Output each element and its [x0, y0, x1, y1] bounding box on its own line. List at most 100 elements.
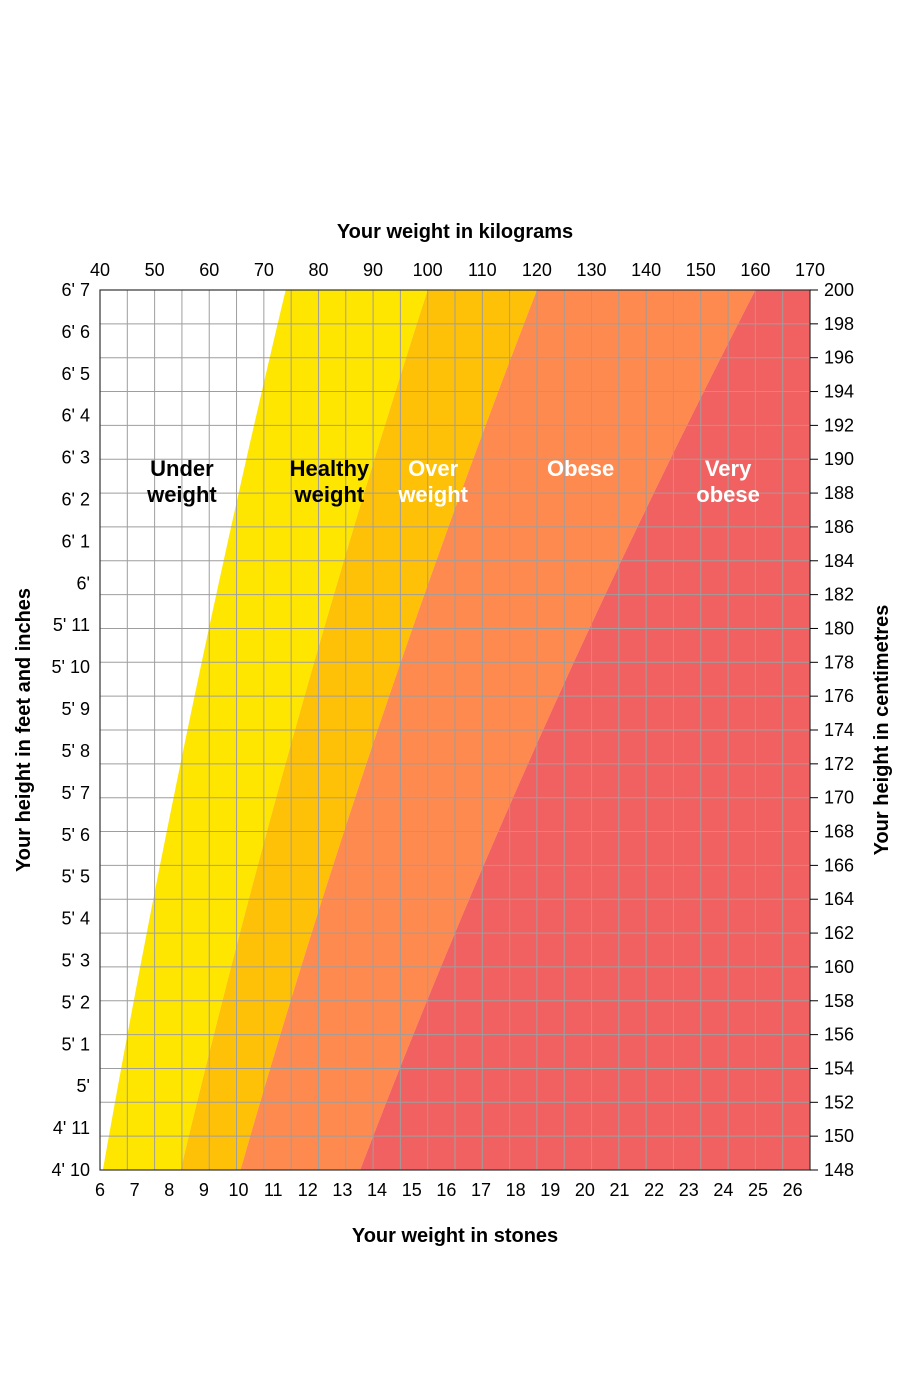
- tick-label: 170: [795, 260, 825, 280]
- tick-label: 196: [824, 348, 854, 368]
- tick-label: 5' 3: [62, 950, 90, 970]
- tick-label: 16: [436, 1180, 456, 1200]
- tick-label: 150: [824, 1126, 854, 1146]
- tick-label: 90: [363, 260, 383, 280]
- tick-label: 178: [824, 652, 854, 672]
- tick-label: 6' 7: [62, 280, 90, 300]
- axis-right: 148 150 152 154 156 158 160 162 164 166 168 170 172 1…: [810, 280, 893, 1180]
- tick-label: 154: [824, 1058, 854, 1078]
- tick-label: 5' 1: [62, 1034, 90, 1054]
- tick-label: 24: [713, 1180, 733, 1200]
- axis-bottom: 6 7 8 9 10 11 12 13 14 15 16 17 18 19 20 21 22 23 24 25 26 Yo…: [95, 1180, 803, 1247]
- tick-label: 5' 2: [62, 992, 90, 1012]
- tick-label: 6' 4: [62, 406, 90, 426]
- tick-label: 50: [145, 260, 165, 280]
- tick-label: 12: [298, 1180, 318, 1200]
- tick-label: 40: [90, 260, 110, 280]
- tick-label: 5' 10: [52, 657, 90, 677]
- tick-label: 192: [824, 415, 854, 435]
- zone-label-line: Under: [150, 456, 214, 481]
- tick-label: 15: [402, 1180, 422, 1200]
- zone-label-line: weight: [397, 482, 468, 507]
- tick-label: 5' 4: [62, 909, 90, 929]
- tick-label: 170: [824, 788, 854, 808]
- tick-label: 25: [748, 1180, 768, 1200]
- tick-label: 168: [824, 822, 854, 842]
- tick-label: 110: [468, 260, 497, 280]
- tick-label: 26: [783, 1180, 803, 1200]
- tick-label: 130: [577, 260, 607, 280]
- tick-label: 200: [824, 280, 854, 300]
- tick-label: 150: [686, 260, 716, 280]
- axis-title-right: Your height in centimetres: [871, 605, 893, 856]
- zone-label-line: Very: [705, 456, 752, 481]
- tick-label: 13: [332, 1180, 352, 1200]
- tick-label: 180: [824, 618, 854, 638]
- tick-label: 158: [824, 991, 854, 1011]
- zone-label-line: Healthy: [290, 456, 370, 481]
- tick-label: 162: [824, 923, 854, 943]
- tick-label: 190: [824, 449, 854, 469]
- tick-label: 120: [522, 260, 552, 280]
- tick-label: 70: [254, 260, 274, 280]
- tick-label: 19: [540, 1180, 560, 1200]
- tick-label: 6' 1: [62, 531, 90, 551]
- zone-label-line: weight: [146, 482, 217, 507]
- tick-label: 6' 2: [62, 490, 90, 510]
- tick-label: 5' 9: [62, 699, 90, 719]
- tick-label: 5' 11: [53, 615, 90, 635]
- tick-label: 10: [229, 1180, 249, 1200]
- tick-label: 4' 10: [52, 1160, 90, 1180]
- tick-label: 100: [413, 260, 443, 280]
- tick-label: 166: [824, 855, 854, 875]
- tick-label: 176: [824, 686, 854, 706]
- tick-label: 6' 6: [62, 322, 90, 342]
- bmi-chart-svg: UnderweightHealthyweightOverweightObeseV…: [0, 0, 920, 1380]
- tick-label: 6': [77, 573, 90, 593]
- tick-label: 20: [575, 1180, 595, 1200]
- tick-label: 11: [264, 1180, 283, 1200]
- tick-label: 5' 8: [62, 741, 90, 761]
- tick-label: 160: [740, 260, 770, 280]
- tick-label: 60: [199, 260, 219, 280]
- tick-label: 4' 11: [53, 1118, 90, 1138]
- tick-label: 160: [824, 957, 854, 977]
- tick-label: 22: [644, 1180, 664, 1200]
- tick-label: 17: [471, 1180, 491, 1200]
- zone-label-line: obese: [696, 482, 760, 507]
- bmi-chart-container: UnderweightHealthyweightOverweightObeseV…: [0, 0, 920, 1380]
- axis-title-left: Your height in feet and inches: [13, 588, 35, 872]
- tick-label: 172: [824, 754, 854, 774]
- tick-label: 8: [164, 1180, 174, 1200]
- tick-label: 23: [679, 1180, 699, 1200]
- tick-label: 21: [609, 1180, 629, 1200]
- tick-label: 6' 3: [62, 448, 90, 468]
- tick-label: 5' 7: [62, 783, 90, 803]
- tick-label: 198: [824, 314, 854, 334]
- tick-label: 194: [824, 382, 854, 402]
- tick-label: 18: [506, 1180, 526, 1200]
- tick-label: 164: [824, 889, 854, 909]
- axis-title-bottom: Your weight in stones: [352, 1225, 558, 1247]
- tick-label: 188: [824, 483, 854, 503]
- tick-label: 7: [130, 1180, 140, 1200]
- tick-label: 6' 5: [62, 364, 90, 384]
- tick-label: 5' 5: [62, 867, 90, 887]
- tick-label: 152: [824, 1092, 854, 1112]
- tick-label: 6: [95, 1180, 105, 1200]
- tick-label: 184: [824, 551, 854, 571]
- tick-label: 156: [824, 1025, 854, 1045]
- axis-left: 4' 104' 115'5' 15' 25' 35' 45' 55' 65' 7…: [13, 280, 90, 1180]
- tick-label: 9: [199, 1180, 209, 1200]
- zone-label-line: Over: [408, 456, 459, 481]
- axis-top: 405060708090100110120130140150160170Your…: [90, 221, 825, 280]
- tick-label: 80: [308, 260, 328, 280]
- tick-label: 182: [824, 585, 854, 605]
- tick-label: 186: [824, 517, 854, 537]
- tick-label: 148: [824, 1160, 854, 1180]
- tick-label: 14: [367, 1180, 387, 1200]
- tick-label: 174: [824, 720, 854, 740]
- axis-title-top: Your weight in kilograms: [337, 221, 573, 243]
- zone-label-line: Obese: [547, 456, 614, 481]
- tick-label: 5': [77, 1076, 90, 1096]
